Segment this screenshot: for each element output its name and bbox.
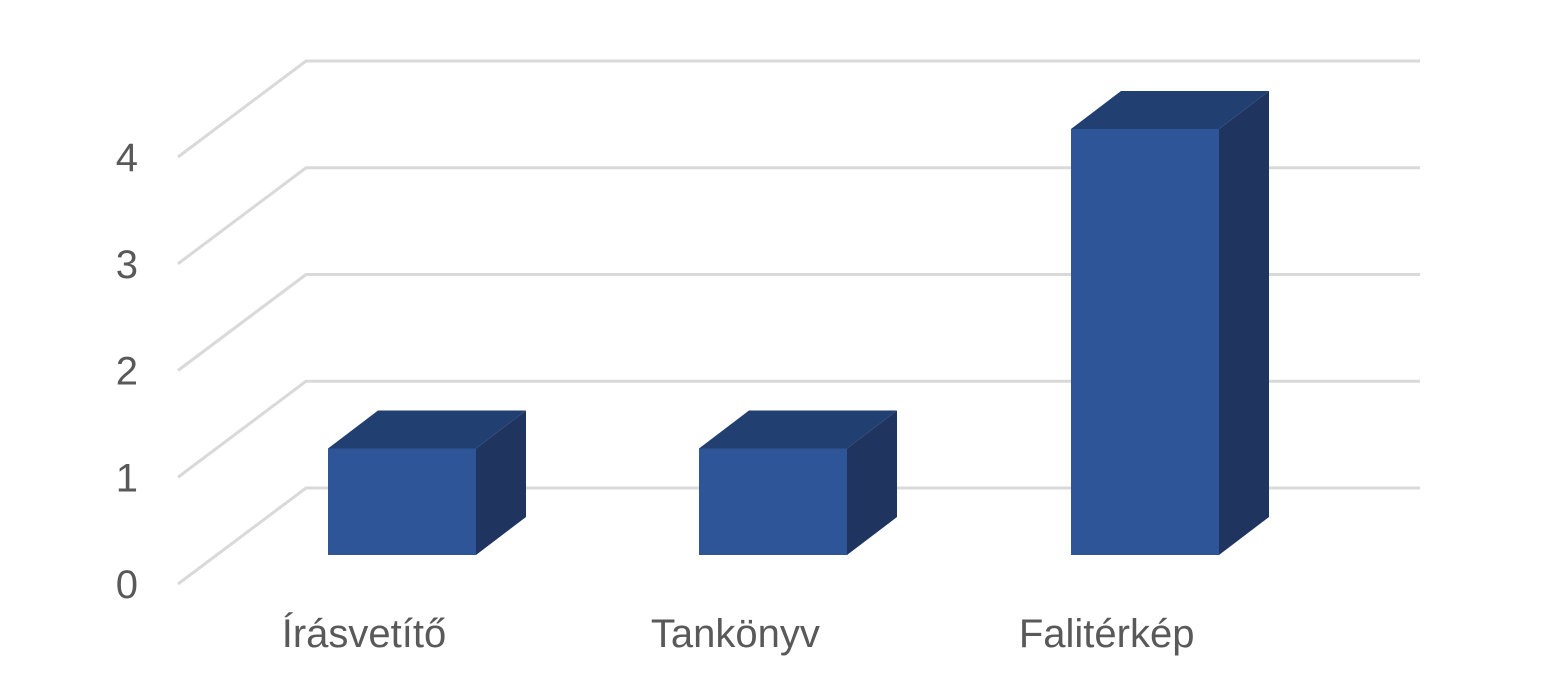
y-tick-label-1: 1 <box>116 456 138 500</box>
gridline-2 <box>177 273 1420 372</box>
category-label-irasvetito: Írásvetítő <box>282 611 447 656</box>
bar-side-faliterkep <box>1219 91 1269 555</box>
bars <box>328 91 1269 555</box>
y-tick-label-2: 2 <box>116 350 138 394</box>
gridlines <box>177 59 1420 586</box>
category-label-faliterkep: Falitérkép <box>1019 612 1195 656</box>
bar-faliterkep <box>1071 91 1269 555</box>
y-axis-tick-labels: 0 1 2 3 4 <box>116 136 138 607</box>
bar-front-faliterkep <box>1071 129 1219 555</box>
y-tick-label-3: 3 <box>116 243 138 287</box>
x-axis-category-labels: Írásvetítő Tankönyv Falitérkép <box>282 611 1195 656</box>
bar-top-faliterkep <box>1071 91 1269 129</box>
bar-irasvetito <box>328 410 526 555</box>
y-tick-label-0: 0 <box>116 563 138 607</box>
bar-top-tankonyv <box>699 410 897 449</box>
gridline-3 <box>177 166 1420 265</box>
bar-side-tankonyv <box>847 410 897 555</box>
y-tick-label-4: 4 <box>116 136 138 180</box>
category-label-tankonyv: Tankönyv <box>651 612 820 656</box>
gridline-4 <box>177 59 1420 159</box>
bar-side-irasvetito <box>476 410 526 555</box>
bar-front-tankonyv <box>699 448 847 555</box>
bar-top-irasvetito <box>328 410 526 449</box>
bar-front-irasvetito <box>328 448 476 555</box>
gridline-0 <box>177 486 1420 586</box>
bar-tankonyv <box>699 410 897 555</box>
gridline-1 <box>177 379 1420 479</box>
